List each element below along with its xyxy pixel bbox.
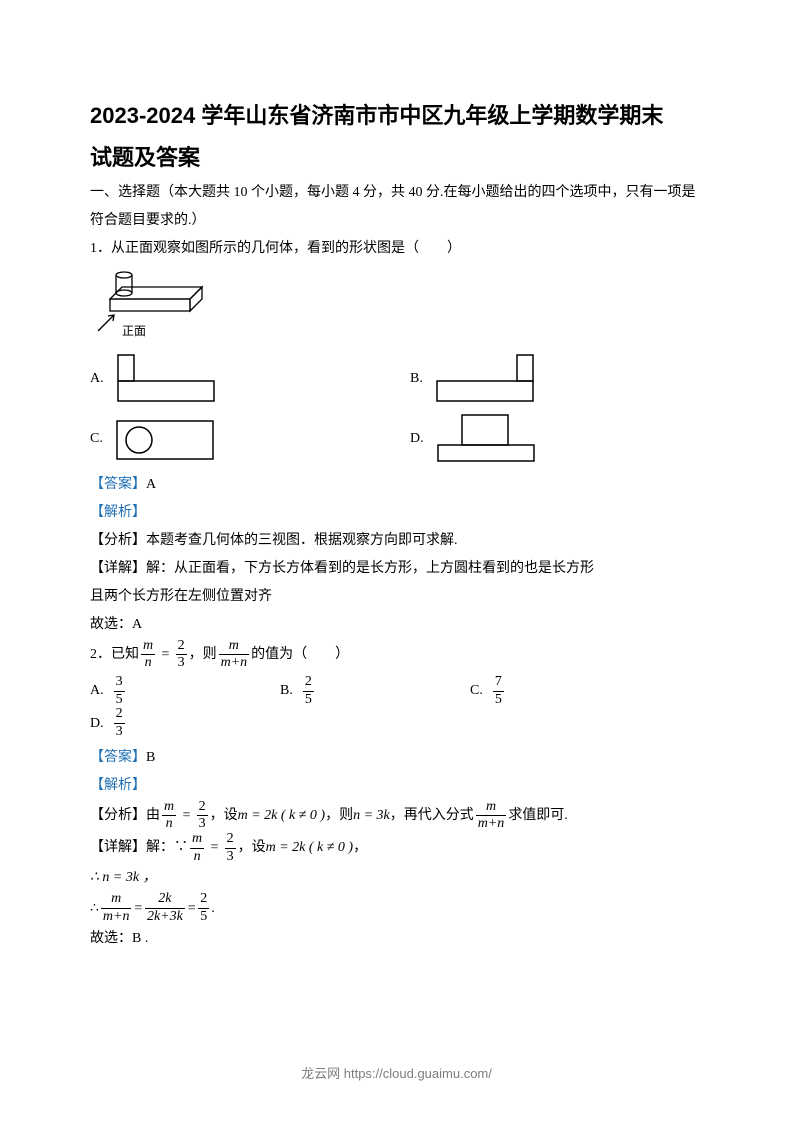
title-line-1: 2023-2024 学年山东省济南市市中区九年级上学期数学期末 xyxy=(90,103,663,128)
q2-fenxi-mid1: ，设 xyxy=(210,802,238,830)
q2-option-b: B. 25 xyxy=(280,675,450,707)
q2-fenxi-label: 【分析】 xyxy=(90,802,146,830)
q1-option-c: C. xyxy=(90,411,390,467)
option-d-shape-icon xyxy=(432,411,542,467)
fraction-m-over-n: mn xyxy=(141,639,155,671)
q2-answer: 【答案】B xyxy=(90,744,703,772)
fraction-m-over-mn-2: mm+n xyxy=(476,800,507,832)
q2-detail-suffix: ， xyxy=(353,834,367,862)
q1-answer-value: A xyxy=(146,477,156,492)
q2-fenxi-mid3: ，再代入分式 xyxy=(390,802,474,830)
q2-therefore-n: ∴ n = 3k ， xyxy=(90,864,703,892)
q2-opt-b-label: B. xyxy=(280,683,293,699)
q2-detail-label: 【详解】 xyxy=(90,834,146,862)
q2-fenxi-prefix: 由 xyxy=(146,802,160,830)
q2-detail: 【详解】 解：∵ mn = 23 ，设 m = 2k ( k ≠ 0 ) ， xyxy=(90,832,703,864)
q2-opt-d-label: D. xyxy=(90,716,104,732)
front-label: 正面 xyxy=(122,324,146,338)
q2-detail-prefix: 解：∵ xyxy=(146,834,188,862)
q1-answer: 【答案】A xyxy=(90,471,703,499)
fraction-2-over-5: 25 xyxy=(198,892,209,924)
q2-fenxi-m: m = 2k ( k ≠ 0 ) xyxy=(238,802,326,830)
q2-opt-c-frac: 75 xyxy=(493,675,504,707)
fraction-m-over-mn: mm+n xyxy=(219,639,250,671)
q1-option-a: A. xyxy=(90,351,390,407)
q2-stem-prefix: 2．已知 xyxy=(90,641,139,669)
q1-solid-figure: 正面 xyxy=(90,269,703,347)
q1-stem: 1．从正面观察如图所示的几何体，看到的形状图是（ ） xyxy=(90,235,703,263)
q1-option-c-label: C. xyxy=(90,431,103,447)
q2-fenxi-n: n = 3k xyxy=(353,802,390,830)
q2-fenxi-mid2: ，则 xyxy=(325,802,353,830)
q1-options-row-2: C. D. xyxy=(90,411,703,467)
q2-opt-d-frac: 23 xyxy=(114,707,125,739)
q1-option-d-label: D. xyxy=(410,431,424,447)
fraction-2-over-3-2: 23 xyxy=(197,800,208,832)
q2-eq-1: = xyxy=(133,895,142,923)
q1-detail-text-1: 解：从正面看，下方长方体看到的是长方形，上方圆柱看到的也是长方形 xyxy=(146,561,594,576)
q2-eq-2: = xyxy=(187,895,196,923)
section-1-header: 一、选择题（本大题共 10 个小题，每小题 4 分，共 40 分.在每小题给出的… xyxy=(90,179,703,235)
answer-label: 【答案】 xyxy=(90,477,146,492)
fraction-2-over-3: 23 xyxy=(176,639,187,671)
q2-stem-suffix: 的值为（ ） xyxy=(251,641,349,669)
q1-option-d: D. xyxy=(410,411,542,467)
q2-detail-m: m = 2k ( k ≠ 0 ) xyxy=(266,834,354,862)
q1-fenxi: 【分析】本题考查几何体的三视图．根据观察方向即可求解. xyxy=(90,527,703,555)
q1-options-row-1: A. B. xyxy=(90,351,703,407)
q2-option-d: D. 23 xyxy=(90,707,127,739)
q2-opt-a-label: A. xyxy=(90,683,104,699)
title-line-2: 试题及答案 xyxy=(90,145,200,170)
fraction-m-over-n-3: mn xyxy=(190,832,204,864)
q1-detail-1: 【详解】解：从正面看，下方长方体看到的是长方形，上方圆柱看到的也是长方形 xyxy=(90,555,703,583)
q2-therefore-prefix: ∴ xyxy=(90,895,99,923)
exam-page: 2023-2024 学年山东省济南市市中区九年级上学期数学期末 试题及答案 一、… xyxy=(0,0,793,1122)
q2-answer-label: 【答案】 xyxy=(90,750,146,765)
fraction-m-over-mn-3: mm+n xyxy=(101,892,132,924)
q2-options: A. 35 B. 25 C. 75 D. 23 xyxy=(90,675,703,740)
q2-therefore-dot: . xyxy=(211,895,215,923)
q2-answer-value: B xyxy=(146,750,155,765)
fraction-2k-over-5k: 2k2k+3k xyxy=(145,892,185,924)
q2-fenxi: 【分析】 由 mn = 23 ，设 m = 2k ( k ≠ 0 ) ，则 n … xyxy=(90,800,703,832)
cylinder-on-slab-icon: 正面 xyxy=(90,269,205,347)
q1-analysis-label: 【解析】 xyxy=(90,499,703,527)
option-a-shape-icon xyxy=(112,351,222,407)
fraction-2-over-3-3: 23 xyxy=(225,832,236,864)
q2-fenxi-suffix: 求值即可. xyxy=(508,802,568,830)
q2-stem-mid: ，则 xyxy=(189,641,217,669)
page-title: 2023-2024 学年山东省济南市市中区九年级上学期数学期末 试题及答案 xyxy=(90,95,703,179)
q2-stem: 2．已知 mn = 23 ，则 mm+n 的值为（ ） xyxy=(90,639,703,671)
fraction-m-over-n-2: mn xyxy=(162,800,176,832)
q1-option-a-label: A. xyxy=(90,371,104,387)
fenxi-label: 【分析】 xyxy=(90,533,146,548)
q2-option-c: C. 75 xyxy=(470,675,640,707)
q2-opt-c-label: C. xyxy=(470,683,483,699)
detail-label: 【详解】 xyxy=(90,561,146,576)
q1-conclusion: 故选：A xyxy=(90,611,703,639)
q1-option-b-label: B. xyxy=(410,371,423,387)
option-b-shape-icon xyxy=(431,351,541,407)
q2-therefore: ∴ mm+n = 2k2k+3k = 25 . xyxy=(90,892,703,924)
q2-option-a: A. 35 xyxy=(90,675,260,707)
q2-analysis-label: 【解析】 xyxy=(90,772,703,800)
option-c-shape-icon xyxy=(111,411,221,467)
q2-conclusion: 故选：B . xyxy=(90,925,703,953)
page-footer: 龙云网 https://cloud.guaimu.com/ xyxy=(0,1063,793,1082)
q2-opt-b-frac: 25 xyxy=(303,675,314,707)
q1-option-b: B. xyxy=(410,351,541,407)
q1-detail-2: 且两个长方形在左侧位置对齐 xyxy=(90,583,703,611)
q1-fenxi-text: 本题考查几何体的三视图．根据观察方向即可求解. xyxy=(146,533,458,548)
q2-detail-mid: ，设 xyxy=(238,834,266,862)
q2-opt-a-frac: 35 xyxy=(114,675,125,707)
